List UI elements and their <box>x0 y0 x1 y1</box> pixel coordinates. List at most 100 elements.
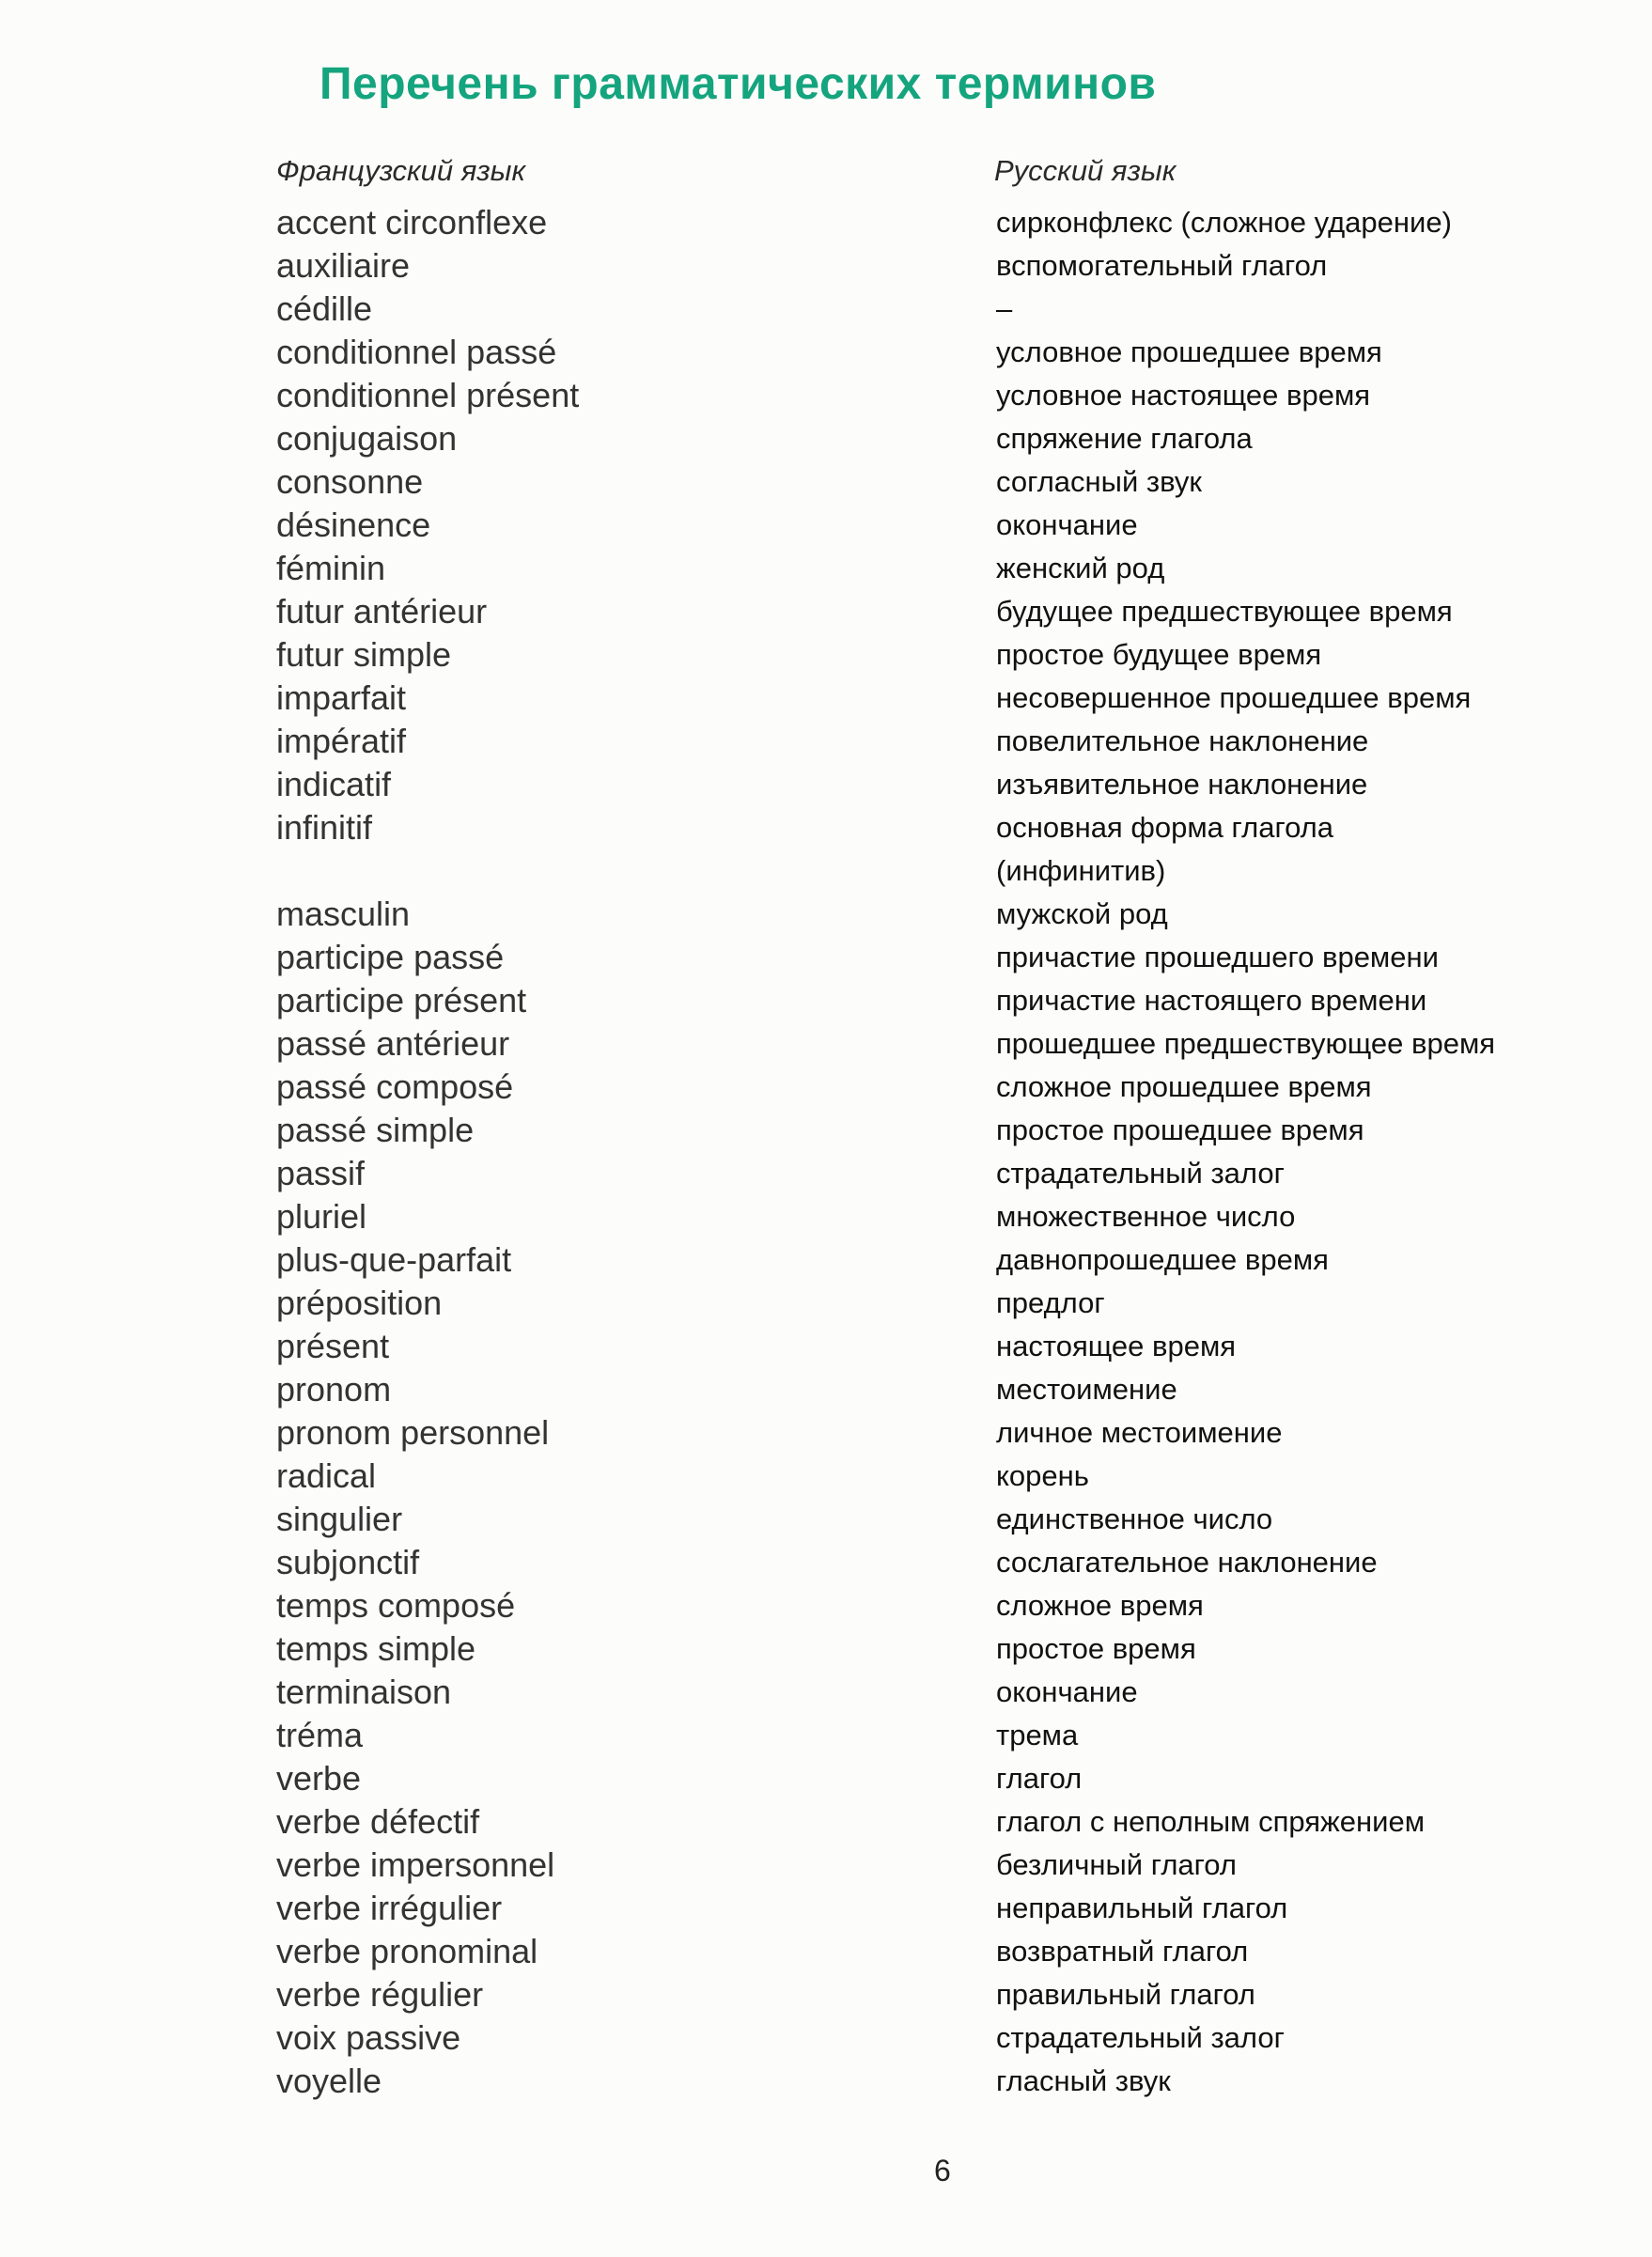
french-term: pronom <box>276 1370 392 1409</box>
glossary-row: masculin мужской род <box>0 893 1652 936</box>
russian-translation: глагол с неполным спряжением <box>996 1805 1426 1838</box>
glossary-row: verbe impersonnel безличный глагол <box>0 1844 1652 1887</box>
french-term: futur antérieur <box>276 592 488 630</box>
russian-translation: сирконфлекс (сложное ударение) <box>996 206 1452 239</box>
french-term: terminaison <box>276 1673 452 1711</box>
french-term: imparfait <box>276 678 407 717</box>
russian-translation: гласный звук <box>996 2064 1171 2097</box>
french-term: accent circonflexe <box>276 203 548 241</box>
russian-translation: простое прошедшее время <box>996 1113 1364 1146</box>
glossary-row: passé antérieur прошедшее предшествующее … <box>0 1022 1652 1066</box>
russian-translation: местоимение <box>996 1373 1177 1406</box>
russian-translation: мужской род <box>996 897 1168 930</box>
russian-translation: страдательный залог <box>996 1157 1285 1190</box>
glossary-row: passé simple простое прошедшее время <box>0 1109 1652 1152</box>
russian-translation: настоящее время <box>996 1330 1237 1362</box>
french-term: plus-que-parfait <box>276 1240 512 1279</box>
french-term: passé simple <box>276 1111 475 1149</box>
french-term: verbe impersonnel <box>276 1845 555 1884</box>
glossary-row: féminin женский род <box>0 547 1652 590</box>
glossary-row: présent настоящее время <box>0 1325 1652 1368</box>
glossary-row: préposition предлог <box>0 1282 1652 1325</box>
russian-translation: правильный глагол <box>996 1978 1255 2011</box>
column-header-french: Французский язык <box>276 154 526 187</box>
glossary-row: pronom personnel личное местоимение <box>0 1411 1652 1455</box>
russian-translation: трема <box>996 1719 1079 1751</box>
russian-translation: сложное прошедшее время <box>996 1070 1372 1103</box>
russian-translation: множественное число <box>996 1200 1296 1233</box>
french-term: temps simple <box>276 1629 476 1668</box>
glossary-row: auxiliaire вспомогательный глагол <box>0 244 1652 288</box>
russian-translation: сложное время <box>996 1589 1204 1622</box>
russian-translation: неправильный глагол <box>996 1891 1288 1924</box>
french-term: tréma <box>276 1716 364 1754</box>
russian-translation: давнопрошедшее время <box>996 1243 1329 1276</box>
russian-translation: простое время <box>996 1632 1196 1665</box>
russian-translation: основная форма глагола (инфинитив) <box>996 811 1333 887</box>
french-term: voyelle <box>276 2062 382 2100</box>
french-term: radical <box>276 1456 377 1495</box>
glossary-row: cédille – <box>0 288 1652 331</box>
glossary-row: verbe pronominal возвратный глагол <box>0 1930 1652 1973</box>
russian-translation: – <box>996 292 1013 325</box>
french-term: passé composé <box>276 1067 514 1106</box>
russian-translation: спряжение глагола <box>996 422 1253 455</box>
french-term: temps composé <box>276 1586 516 1625</box>
glossary-row: voyelle гласный звук <box>0 2060 1652 2103</box>
page-number: 6 <box>934 2154 951 2187</box>
glossary-row: conditionnel présent условное настоящее в… <box>0 374 1652 417</box>
russian-translation: несовершенное прошедшее время <box>996 681 1472 714</box>
russian-translation: возвратный глагол <box>996 1935 1249 1968</box>
glossary-row: temps simple простое время <box>0 1627 1652 1671</box>
russian-translation: причастие прошедшего времени <box>996 941 1439 973</box>
glossary-row: subjonctif сослагательное наклонение <box>0 1541 1652 1584</box>
glossary-row: verbe irrégulier неправильный глагол <box>0 1887 1652 1930</box>
french-term: indicatif <box>276 765 392 803</box>
french-term: singulier <box>276 1500 403 1538</box>
glossary-row: singulier единственное число <box>0 1498 1652 1541</box>
french-term: participe passé <box>276 938 505 976</box>
glossary-row: accent circonflexe сирконфлекс (сложное у… <box>0 201 1652 244</box>
french-term: conditionnel passé <box>276 333 557 371</box>
russian-translation: вспомогательный глагол <box>996 249 1328 282</box>
french-term: participe présent <box>276 981 527 1020</box>
glossary-row: participe présent причастие настоящего вр… <box>0 979 1652 1022</box>
glossary-row: tréma трема <box>0 1714 1652 1757</box>
russian-translation: прошедшее предшествующее время <box>996 1027 1496 1060</box>
french-term: féminin <box>276 549 386 587</box>
russian-translation: причастие настоящего времени <box>996 984 1427 1017</box>
russian-translation: повелительное наклонение <box>996 724 1369 757</box>
glossary-row: participe passé причастие прошедшего врем… <box>0 936 1652 979</box>
glossary-row: futur antérieur будущее предшествующее вр… <box>0 590 1652 633</box>
french-term: infinitif <box>276 808 373 847</box>
glossary-row: pluriel множественное число <box>0 1195 1652 1238</box>
french-term: cédille <box>276 289 373 328</box>
glossary-row: temps composé сложное время <box>0 1584 1652 1627</box>
glossary-row: verbe défectif глагол с неполным спряжени… <box>0 1800 1652 1844</box>
french-term: désinence <box>276 506 431 544</box>
russian-translation: предлог <box>996 1286 1105 1319</box>
french-term: préposition <box>276 1284 443 1322</box>
french-term: passif <box>276 1154 366 1192</box>
russian-translation: сослагательное наклонение <box>996 1546 1378 1579</box>
glossary-row: imparfait несовершенное прошедшее время <box>0 677 1652 720</box>
french-term: conditionnel présent <box>276 376 580 414</box>
russian-translation: личное местоимение <box>996 1416 1283 1449</box>
glossary-row: consonne согласный звук <box>0 460 1652 504</box>
russian-translation: единственное число <box>996 1502 1273 1535</box>
glossary-row: futur simple простое будущее время <box>0 633 1652 677</box>
glossary-row: verbe глагол <box>0 1757 1652 1800</box>
french-term: consonne <box>276 462 424 501</box>
russian-translation: глагол <box>996 1762 1083 1795</box>
french-term: conjugaison <box>276 419 458 458</box>
russian-translation: простое будущее время <box>996 638 1322 671</box>
russian-translation: условное настоящее время <box>996 379 1371 412</box>
french-term: subjonctif <box>276 1543 420 1581</box>
glossary-row: terminaison окончание <box>0 1671 1652 1714</box>
french-term: verbe défectif <box>276 1802 480 1841</box>
french-term: futur simple <box>276 635 452 674</box>
glossary-row: verbe régulier правильный глагол <box>0 1973 1652 2016</box>
french-term: passé antérieur <box>276 1024 510 1063</box>
russian-translation: безличный глагол <box>996 1848 1237 1881</box>
russian-translation: страдательный залог <box>996 2021 1285 2054</box>
